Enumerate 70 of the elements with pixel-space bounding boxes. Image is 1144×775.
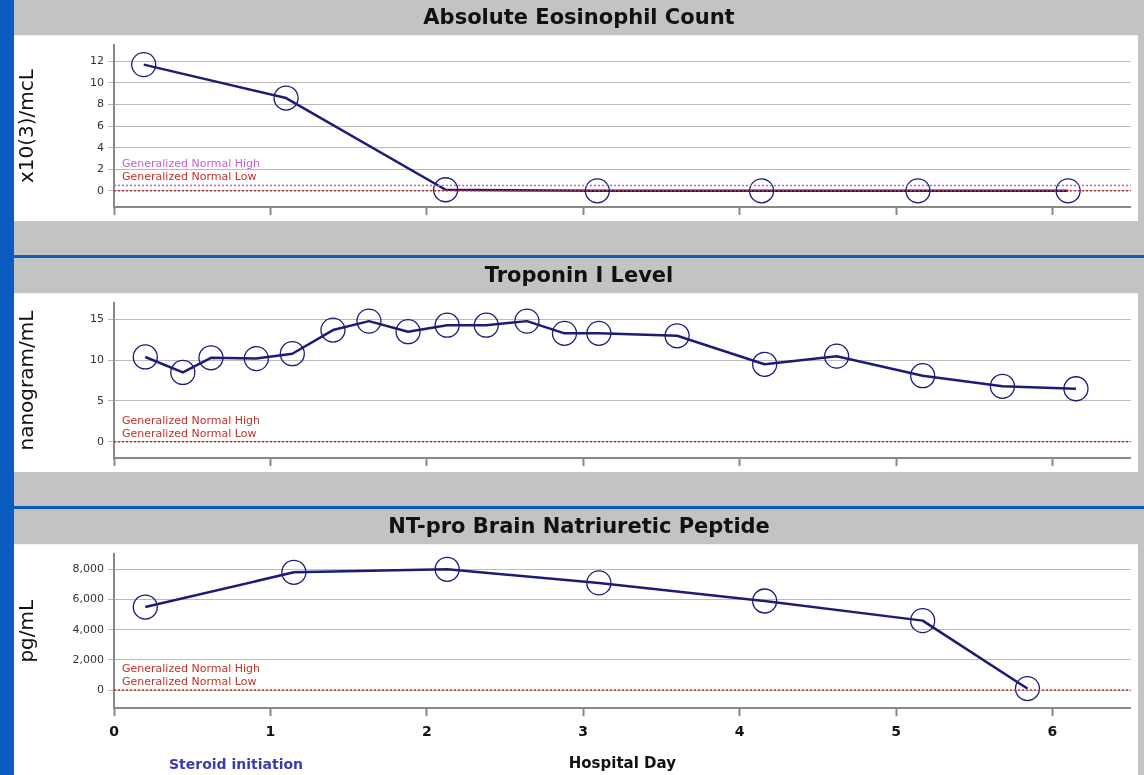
point [273,85,299,111]
point [514,308,540,334]
point [752,588,778,614]
point [281,559,307,585]
ref-line-label: Generalized Normal Low [122,170,257,184]
y-tick-label: 2 [97,162,104,176]
point [198,345,224,371]
point [432,177,459,203]
point [910,363,936,389]
annotation: Generalized Normal High [122,662,261,676]
y-axis-title: pg/mL [14,598,39,663]
x-axis-title: Hospital Day [568,753,677,772]
y-tick-label: 10 [90,353,104,367]
point [132,344,158,370]
point [1014,675,1041,702]
point [1063,376,1089,402]
point [243,345,269,372]
chart-title: Absolute Eosinophil Count [423,5,735,30]
point [473,312,499,338]
ref-line-label: Generalized Normal High [122,157,261,171]
point [905,178,931,204]
point [748,178,775,204]
ref-line-label: Generalized Normal Low [122,426,257,440]
y-tick-label: 10 [90,75,104,89]
point [989,373,1016,399]
x-tick-label: 5 [891,723,901,740]
y-tick-label: 2,000 [72,652,104,666]
ref-line-label: Generalized Normal Low [122,675,257,689]
y-tick-label: 0 [97,183,104,197]
x-tick-label: 2 [421,723,432,740]
y-tick-label: 6,000 [72,592,104,606]
x-tick-label: 3 [578,723,589,740]
point [586,320,612,346]
text: Steroid initiation [169,755,304,772]
y-tick-label: 12 [90,54,104,68]
x-tick-label: 4 [734,723,745,740]
point [170,359,196,386]
point [356,308,382,334]
point [395,319,421,345]
annotation: Generalized Normal High [122,413,261,427]
point [752,351,778,377]
point [551,320,578,346]
y-axis-title: x10(3)/mcL [14,68,39,184]
y-tick-label: 6 [97,118,104,132]
point [910,607,936,634]
point [584,178,610,204]
point [279,341,305,367]
y-tick-label: 15 [90,312,104,326]
y-tick-label: 0 [97,434,104,448]
point [132,594,158,620]
point [823,343,850,369]
y-tick-label: 4 [97,140,104,154]
x-tick-label: 1 [265,723,276,740]
point [434,312,460,338]
chart-title: Troponin I Level [484,263,674,288]
point [664,323,690,349]
y-tick-label: 5 [97,393,104,407]
point [586,570,612,596]
y-tick-label: 4,000 [72,622,104,636]
y-tick-label: 8,000 [72,562,104,576]
x-tick-label: 6 [1047,723,1058,740]
x-tick-label: 0 [109,723,120,740]
y-axis-title: nanogram/mL [14,309,39,451]
point [434,556,460,582]
point [320,317,346,343]
y-tick-label: 8 [97,97,104,111]
point [131,51,157,78]
y-tick-label: 0 [97,682,104,696]
chart-title: NT-pro Brain Natriuretic Peptide [388,514,770,539]
point [1055,178,1081,204]
